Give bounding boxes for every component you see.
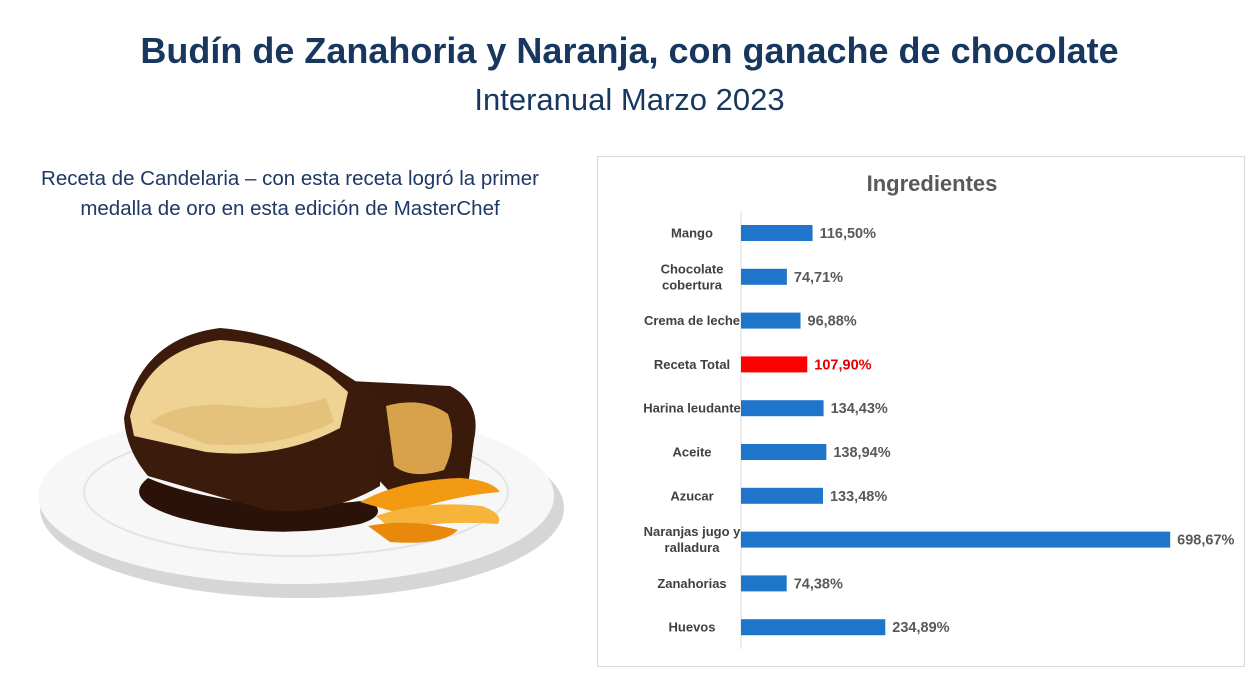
- ingredients-chart: Ingredientes 116,50% Mango 74,71% Chocolate…: [597, 156, 1245, 667]
- bars-layer: 116,50% Mango 74,71% Chocolate cobertura 96,8…: [643, 225, 1235, 636]
- bar-9: [741, 575, 787, 592]
- value-label-2: 74,71%: [794, 270, 843, 286]
- bar-7: [741, 487, 823, 504]
- bar-10: [741, 619, 886, 636]
- orange-peel-3: [368, 522, 458, 543]
- category-label-6: Aceite: [672, 445, 711, 460]
- category-label-10: Huevos: [669, 620, 716, 635]
- value-label-7: 133,48%: [830, 489, 887, 505]
- bar-6: [741, 444, 827, 460]
- value-label-8: 698,67%: [1177, 533, 1234, 549]
- category-label-7: Azucar: [670, 488, 713, 503]
- recipe-caption: Receta de Candelaria – con esta receta l…: [14, 164, 566, 224]
- category-label-2: Chocolate cobertura: [661, 261, 724, 292]
- ingredients-chart-svg: Ingredientes 116,50% Mango 74,71% Chocolate…: [643, 171, 1235, 649]
- value-label-4: 107,90%: [814, 357, 871, 373]
- bar-1: [741, 225, 813, 241]
- category-label-5: Harina leudante: [643, 401, 741, 416]
- value-label-10: 234,89%: [892, 620, 949, 636]
- cake-photo: [38, 328, 564, 598]
- bar-8: [741, 531, 1171, 548]
- cake-back-crumb: [386, 402, 453, 475]
- category-label-1: Mango: [671, 226, 713, 241]
- bar-3: [741, 312, 801, 329]
- value-label-6: 138,94%: [833, 445, 890, 461]
- chart-title: Ingredientes: [867, 171, 998, 196]
- value-label-5: 134,43%: [831, 401, 888, 417]
- category-label-4: Receta Total: [654, 357, 730, 372]
- value-label-1: 116,50%: [820, 226, 877, 242]
- orange-peel-1: [360, 478, 500, 514]
- category-label-8: Naranjas jugo y ralladura: [644, 524, 742, 555]
- category-label-3: Crema de leche: [644, 313, 740, 328]
- caption-line-1: Receta de Candelaria – con esta receta l…: [41, 167, 539, 190]
- bar-2: [741, 268, 787, 285]
- caption-line-2: medalla de oro en esta edición de Master…: [80, 197, 500, 220]
- cake-crumb-shade: [150, 398, 334, 446]
- value-label-9: 74,38%: [794, 576, 843, 592]
- page-title: Budín de Zanahoria y Naranja, con ganach…: [140, 30, 1119, 71]
- page-subtitle: Interanual Marzo 2023: [474, 82, 785, 117]
- category-label-9: Zanahorias: [657, 576, 726, 591]
- value-label-3: 96,88%: [808, 314, 857, 330]
- bar-5: [741, 400, 824, 417]
- bar-4: [741, 356, 808, 373]
